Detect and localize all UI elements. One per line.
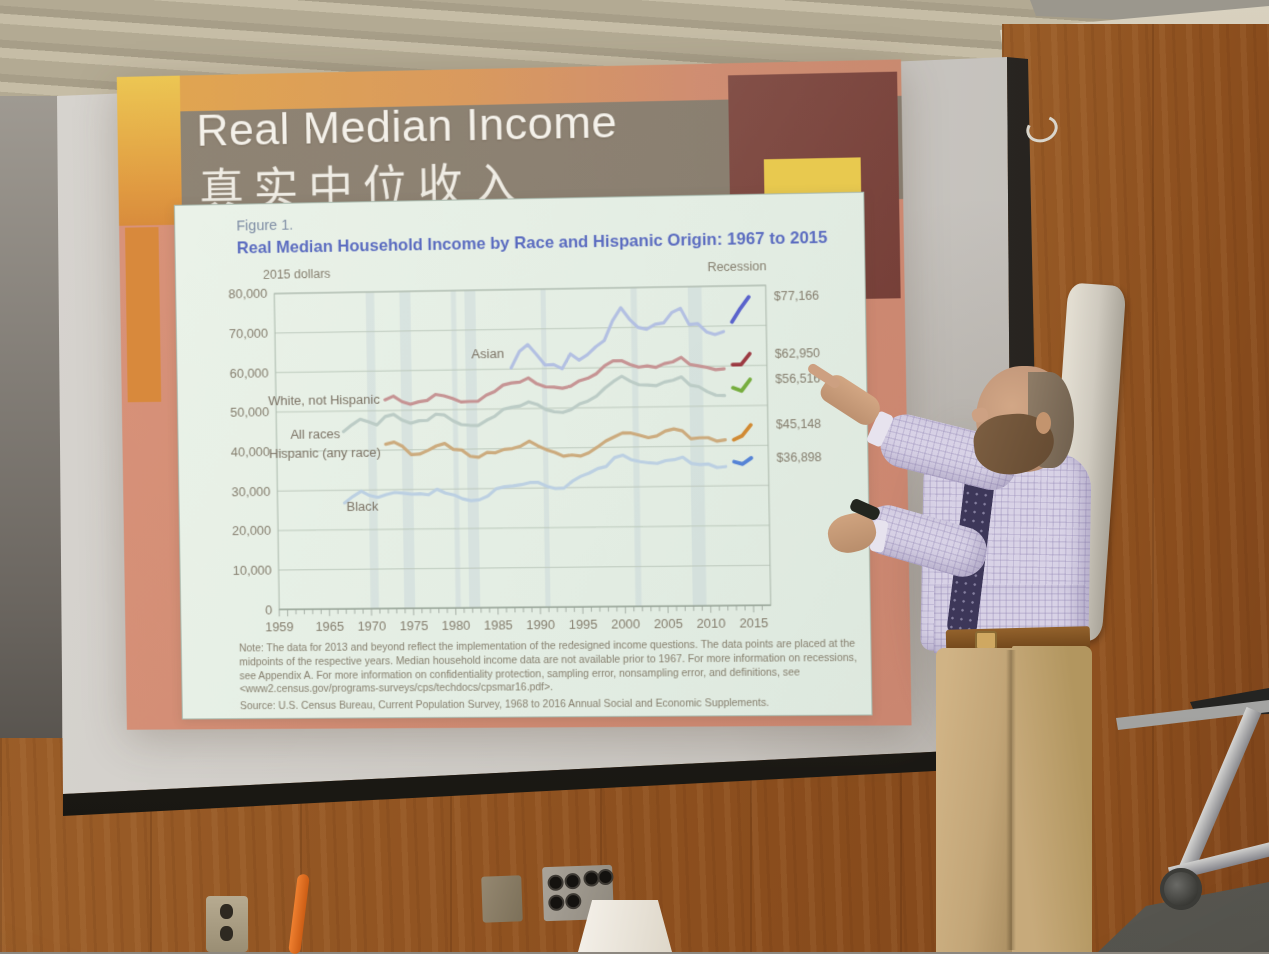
- series-line-recent-Hispanic (any race): [734, 425, 751, 440]
- av-jack: [550, 897, 562, 909]
- x-tick-label: 1975: [399, 618, 428, 633]
- av-jack: [599, 871, 611, 883]
- line-chart-svg: 0 10,000 20,000 30,000 40,000 50,000 60,000 70,…: [176, 274, 870, 640]
- series-end-value-Asian: $77,166: [774, 289, 820, 304]
- left-wall-shadow: [0, 96, 62, 816]
- y-tick-label: 50,000: [230, 405, 269, 421]
- series-end-value-White, not Hispanic: $62,950: [775, 346, 821, 361]
- x-tick-label: 1970: [357, 618, 386, 633]
- y-tick-label: 60,000: [230, 365, 269, 381]
- line-chart: 0 10,000 20,000 30,000 40,000 50,000 60,000 70,…: [176, 274, 870, 640]
- y-tick-label: 40,000: [231, 444, 270, 459]
- x-tick-label: 2005: [654, 616, 683, 631]
- y-tick-label: 80,000: [228, 286, 267, 302]
- series-end-value-Black: $36,898: [776, 450, 822, 465]
- y-tick-label: 10,000: [233, 563, 272, 578]
- outlet-socket: [220, 904, 233, 919]
- av-jack: [566, 875, 578, 887]
- chart-panel: Figure 1. Real Median Household Income b…: [174, 192, 873, 720]
- y-tick-label: 0: [265, 602, 272, 617]
- x-tick-label: 2010: [696, 616, 725, 631]
- presentation-slide: Real Median Income 真实中位收入 Figure 1. Real…: [117, 59, 912, 729]
- series-label-Black: Black: [346, 498, 379, 513]
- x-tick-label: 1959: [265, 619, 294, 634]
- x-tick-label: 1965: [315, 619, 344, 634]
- av-jack: [585, 872, 597, 884]
- series-label-Hispanic (any race): Hispanic (any race): [269, 444, 381, 460]
- series-line-Hispanic (any race): [386, 428, 726, 458]
- y-tick-label: 20,000: [232, 523, 271, 538]
- y-tick-label: 30,000: [231, 484, 270, 499]
- presenter-ear: [1036, 412, 1051, 434]
- x-tick-label: 1985: [484, 617, 513, 632]
- slide-orange-block: [125, 227, 161, 402]
- blank-wall-plate: [481, 875, 523, 922]
- chart-note: Note: The data for 2013 and beyond refle…: [239, 638, 863, 698]
- y-axis-unit-label: 2015 dollars: [263, 267, 331, 282]
- table-caster-wheel: [1160, 868, 1202, 910]
- x-tick-label: 2000: [611, 616, 640, 631]
- x-tick-label: 1995: [569, 617, 598, 632]
- series-line-Black: [344, 454, 726, 503]
- x-tick-label: 1990: [526, 617, 555, 632]
- slide-corner-accent: [117, 76, 182, 226]
- series-line-recent-Asian: [732, 297, 750, 322]
- x-axis: [279, 605, 771, 609]
- chart-source: Source: U.S. Census Bureau, Current Popu…: [240, 697, 863, 712]
- series-line-recent-White, not Hispanic: [732, 354, 749, 365]
- power-outlet: [206, 896, 248, 952]
- chart-title: Real Median Household Income by Race and…: [237, 228, 828, 259]
- outlet-socket: [220, 926, 233, 941]
- series-label-White, not Hispanic: White, not Hispanic: [268, 391, 381, 408]
- series-line-recent-All races: [733, 379, 750, 391]
- series-label-Asian: Asian: [471, 346, 504, 362]
- presenter-pants-seam: [1006, 650, 1016, 950]
- series-end-value-Hispanic (any race): $45,148: [776, 417, 822, 432]
- y-tick-label: 70,000: [229, 326, 268, 342]
- recession-legend-label: Recession: [707, 259, 766, 274]
- x-tick-label: 1980: [442, 618, 471, 633]
- series-label-All races: All races: [290, 426, 341, 442]
- av-jack: [567, 895, 579, 907]
- x-tick-label: 2015: [739, 615, 768, 630]
- av-jack: [549, 877, 561, 889]
- presenter-left-leg: [1012, 646, 1092, 952]
- series-line-recent-Black: [734, 458, 751, 464]
- figure-label: Figure 1.: [236, 218, 293, 235]
- lampshade: [578, 900, 672, 952]
